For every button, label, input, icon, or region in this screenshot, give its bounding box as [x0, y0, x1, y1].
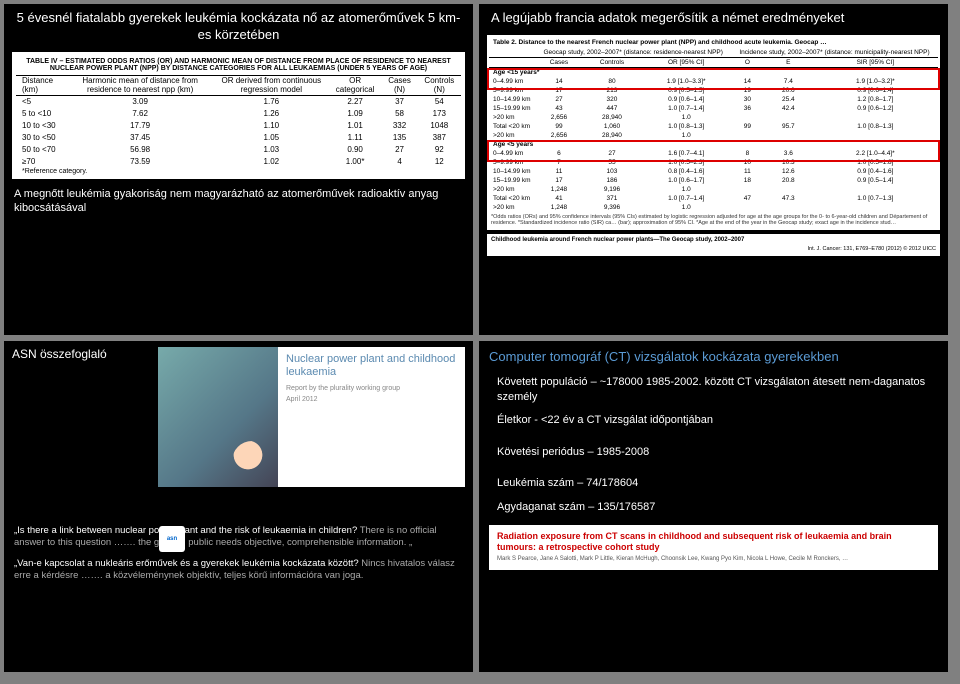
slide4-citation: Radiation exposure from CT scans in chil…	[489, 525, 938, 570]
table-row: ≥7073.591.021.00*412	[16, 156, 461, 168]
doc-date: April 2012	[286, 396, 457, 405]
table-row: >20 km2,65628,9401.0	[489, 113, 938, 122]
table-row: 15–19.99 km434471.0 [0.7–1.4]3642.40.9 […	[489, 104, 938, 113]
table-row: 50 to <7056.981.030.902792	[16, 144, 461, 156]
quote-hungarian: „Van-e kapcsolat a nukleáris erőművek és…	[4, 554, 473, 587]
quote-english: „Is there a link between nuclear power p…	[4, 521, 473, 554]
citation-authors: Mark S Pearce, Jane A Salotti, Mark P Li…	[497, 556, 930, 564]
col-controls: Controls (N)	[418, 76, 461, 96]
col-distance: Distance (km)	[16, 76, 66, 96]
document-cover-image	[158, 347, 278, 487]
table-row: 5–9.99 km172130.9 [0.5–1.5]1920.60.9 [0.…	[489, 86, 938, 95]
table-row: 5 to <107.621.261.0958173	[16, 108, 461, 120]
table-row: >20 km2,65628,9401.0	[489, 131, 938, 140]
slide2-table-caption: Table 2. Distance to the nearest French …	[489, 37, 938, 48]
col-cases: Cases (N)	[381, 76, 417, 96]
table-row: 10 to <3017.791.101.013321048	[16, 120, 461, 132]
table-row: 0–4.99 km6271.6 [0.7–4.1]83.62.2 [1.0–4.…	[489, 149, 938, 158]
table-row: 0–4.99 km14801.9 [1.0–3.3]*147.41.9 [1.0…	[489, 77, 938, 86]
slide-grid: 5 évesnél fiatalabb gyerekek leukémia ko…	[0, 0, 952, 676]
slide-4: Computer tomográf (CT) vizsgálatok kocká…	[479, 341, 948, 672]
citation-title: Radiation exposure from CT scans in chil…	[497, 531, 930, 554]
table-row: 5–9.99 km7551.0 [0.5–2.3]1010.31.0 [0.5–…	[489, 158, 938, 167]
citation-ref: Int. J. Cancer: 131, E769–E780 (2012) © …	[491, 246, 936, 253]
slide4-line3: Követési periódus – 1985-2008	[479, 441, 948, 464]
table-row: <53.091.762.273754	[16, 95, 461, 108]
reference-note: *Reference category.	[16, 168, 461, 175]
citation-title: Childhood leukemia around French nuclear…	[491, 237, 744, 243]
document-text: Nuclear power plant and childhood leukae…	[278, 347, 465, 487]
colgroup2: Incidence study, 2002–2007* (distance: m…	[731, 48, 938, 58]
table-section-header: Age <5 years	[489, 140, 938, 149]
slide2-footnote: *Odds ratios (ORs) and 95% confidence in…	[489, 212, 938, 228]
table-row: Total <20 km991,0601.0 [0.8–1.3]9995.71.…	[489, 122, 938, 131]
slide1-table: Distance (km) Harmonic mean of distance …	[16, 75, 461, 168]
slide1-note: A megnőtt leukémia gyakoriság nem magyar…	[4, 183, 473, 220]
slide2-title: A legújabb francia adatok megerősítik a …	[479, 4, 948, 31]
table-row: 15–19.99 km171861.0 [0.6–1.7]1820.80.9 […	[489, 176, 938, 185]
table-section-header: Age <15 years*	[489, 67, 938, 77]
col-or-cat: OR categorical	[329, 76, 382, 96]
slide-2: A legújabb francia adatok megerősítik a …	[479, 4, 948, 335]
table-row: 10–14.99 km111030.8 [0.4–1.6]1112.60.9 […	[489, 167, 938, 176]
slide4-line4: Leukémia szám – 74/178604	[479, 472, 948, 495]
table-row: >20 km1,2489,3961.0	[489, 203, 938, 212]
quote1-a: „Is there a link between nuclear power p…	[14, 525, 357, 536]
table-row: >20 km1,2489,1961.0	[489, 185, 938, 194]
table-row: Total <20 km413711.0 [0.7–1.4]4747.31.0 …	[489, 194, 938, 203]
slide1-table-caption: TABLE IV – ESTIMATED ODDS RATIOS (OR) AN…	[16, 56, 461, 75]
asn-logo: asn	[159, 526, 185, 552]
quote2-a: „Van-e kapcsolat a nukleáris erőművek és…	[14, 558, 359, 569]
slide4-line5: Agydaganat szám – 135/176587	[479, 496, 948, 519]
col-or-cont: OR derived from continuous regression mo…	[214, 76, 329, 96]
slide3-label: ASN összefoglaló	[12, 347, 152, 361]
slide2-table: Geocap study, 2002–2007* (distance: resi…	[489, 48, 938, 212]
slide-3: ASN összefoglaló Nuclear power plant and…	[4, 341, 473, 672]
slide4-title: Computer tomográf (CT) vizsgálatok kocká…	[479, 341, 948, 371]
table-row: 30 to <5037.451.051.11135387	[16, 132, 461, 144]
slide1-table-panel: TABLE IV – ESTIMATED ODDS RATIOS (OR) AN…	[12, 52, 465, 179]
colgroup1: Geocap study, 2002–2007* (distance: resi…	[535, 48, 730, 58]
slide2-citation: Childhood leukemia around French nuclear…	[487, 234, 940, 256]
col-harmonic: Harmonic mean of distance from residence…	[66, 76, 213, 96]
slide3-top: ASN összefoglaló Nuclear power plant and…	[4, 341, 473, 493]
doc-title: Nuclear power plant and childhood leukae…	[286, 353, 457, 379]
slide-1: 5 évesnél fiatalabb gyerekek leukémia ko…	[4, 4, 473, 335]
slide1-title: 5 évesnél fiatalabb gyerekek leukémia ko…	[4, 4, 473, 48]
slide4-line1: Követett populáció – ~178000 1985-2002. …	[479, 371, 948, 410]
table-row: 10–14.99 km273200.9 [0.6–1.4]3025.41.2 […	[489, 95, 938, 104]
doc-sub: Report by the plurality working group	[286, 385, 457, 394]
slide3-document: Nuclear power plant and childhood leukae…	[158, 347, 465, 487]
slide2-table-panel: Table 2. Distance to the nearest French …	[487, 35, 940, 230]
slide4-line2: Életkor - <22 év a CT vizsgálat időpontj…	[479, 409, 948, 432]
